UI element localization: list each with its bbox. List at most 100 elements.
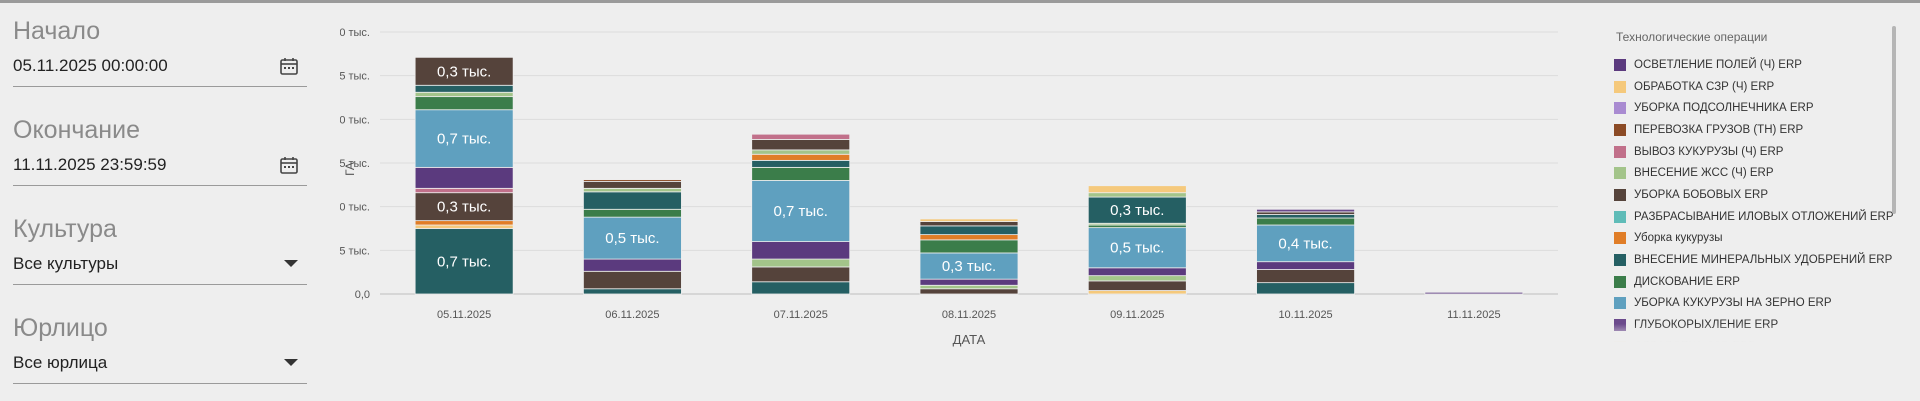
crop-select[interactable]: Все культуры: [13, 250, 307, 285]
bar-segment[interactable]: [414, 192, 514, 222]
bar-segment[interactable]: [583, 187, 682, 193]
bar-segment[interactable]: [583, 216, 682, 260]
bar-segment[interactable]: [919, 221, 1019, 227]
bar-segment[interactable]: [583, 258, 682, 272]
legend-title: Технологические операции: [1616, 30, 1768, 44]
bar-segment[interactable]: [583, 288, 682, 295]
bar-segment[interactable]: [1256, 261, 1355, 270]
bar-segment[interactable]: [919, 284, 1019, 290]
bar-data-label: 0,5 тыс.: [605, 230, 659, 247]
dropdown-arrow-icon[interactable]: [284, 359, 298, 366]
bar-data-label: 0,3 тыс.: [942, 258, 996, 275]
bar-segment[interactable]: [1424, 291, 1524, 295]
bar-segment[interactable]: [751, 241, 851, 260]
bar-segment[interactable]: [751, 266, 851, 283]
bar-segment[interactable]: [414, 187, 514, 194]
bar-segment[interactable]: [751, 281, 851, 295]
legend-item[interactable]: УБОРКА БОБОВЫХ ERP: [1614, 184, 1894, 206]
bar-segment[interactable]: [919, 234, 1019, 241]
bar-segment[interactable]: [1087, 280, 1187, 291]
bar-segment[interactable]: [414, 109, 514, 168]
legend-item[interactable]: ОСВЕТЛЕНИЕ ПОЛЕЙ (Ч) ERP: [1614, 54, 1894, 76]
bar-segment[interactable]: [414, 84, 514, 93]
legend-swatch: [1614, 102, 1626, 115]
legend-item[interactable]: ОБРАБОТКА СЗР (Ч) ERP: [1614, 76, 1894, 98]
bar-segment[interactable]: [1256, 269, 1355, 284]
legend-item[interactable]: ДИСКОВАНИЕ ERP: [1614, 271, 1894, 293]
x-tick-label: 05.11.2025: [437, 309, 491, 321]
start-date-value: 05.11.2025 00:00:00: [13, 56, 168, 75]
dropdown-arrow-icon[interactable]: [284, 260, 298, 267]
bar-segment[interactable]: [751, 166, 851, 181]
crop-label: Культура: [13, 215, 117, 243]
legend-item[interactable]: УБОРКА КУКУРУЗЫ НА ЗЕРНО ERP: [1614, 293, 1894, 315]
bar-segment[interactable]: [919, 278, 1019, 286]
bar-data-label: 0,7 тыс.: [774, 203, 828, 220]
calendar-icon[interactable]: [279, 56, 299, 76]
bar-segment[interactable]: [751, 258, 851, 268]
bar-segment[interactable]: [1256, 224, 1355, 263]
bar-segment[interactable]: [1087, 267, 1187, 277]
bar-segment[interactable]: [919, 252, 1019, 280]
bar-segment[interactable]: [751, 149, 851, 155]
legend-label: ПЕРЕВОЗКА ГРУЗОВ (ТН) ERP: [1634, 123, 1804, 136]
bar-segment[interactable]: [414, 220, 514, 226]
bar-segment[interactable]: [751, 153, 851, 161]
bar-data-label: 0,5 тыс.: [1110, 240, 1164, 257]
bar-segment[interactable]: [919, 239, 1019, 254]
bar-segment[interactable]: [919, 288, 1019, 295]
bar-segment[interactable]: [1256, 282, 1355, 295]
legend-item[interactable]: ВНЕСЕНИЕ ЖСС (Ч) ERP: [1614, 162, 1894, 184]
y-axis-title: ГА: [343, 162, 357, 176]
legend-item[interactable]: ВНЕСЕНИЕ МИНЕРАЛЬНЫХ УДОБРЕНИЙ ERP: [1614, 249, 1894, 271]
bar-segment[interactable]: [583, 270, 682, 290]
legend-scrollbar[interactable]: [1892, 26, 1896, 214]
bar-segment[interactable]: [414, 228, 514, 295]
end-date-value: 11.11.2025 23:59:59: [13, 155, 167, 174]
start-date-field: Начало 05.11.2025 00:00:00: [13, 16, 307, 87]
bar-segment[interactable]: [1256, 214, 1355, 219]
bar-segment[interactable]: [751, 133, 851, 140]
legend-swatch: [1614, 188, 1626, 201]
legend-fade: [1604, 324, 1894, 342]
bar-segment[interactable]: [1087, 185, 1187, 194]
legend-item[interactable]: УБОРКА ПОДСОЛНЕЧНИКА ERP: [1614, 97, 1894, 119]
legend-item[interactable]: ПЕРЕВОЗКА ГРУЗОВ (ТН) ERP: [1614, 119, 1894, 141]
legend-item[interactable]: Уборка кукурузы: [1614, 228, 1894, 250]
bar-segment[interactable]: [414, 166, 514, 189]
legend-item[interactable]: РАЗБРАСЫВАНИЕ ИЛОВЫХ ОТЛОЖЕНИЙ ERP: [1614, 206, 1894, 228]
labels-layer: 0,7 тыс. 0,3 тыс. 0,7 тыс. 0,3 тыс. 0,5 тыс.…: [437, 63, 1333, 275]
stacked-bar-chart: 0,0 0,5 тыс. 1,0 тыс. 1,5 тыс. 2,0 тыс. 2,5 т…: [330, 10, 1920, 360]
bar-data-label: 0,7 тыс.: [437, 253, 491, 270]
bar-data-label: 0,3 тыс.: [1110, 202, 1164, 219]
legend-swatch: [1614, 80, 1626, 93]
bar-segment[interactable]: [1087, 290, 1187, 295]
bar-segment[interactable]: [414, 96, 514, 111]
x-tick-label: 09.11.2025: [1110, 309, 1164, 321]
bar-segment[interactable]: [583, 191, 682, 210]
bar-segment[interactable]: [751, 159, 851, 168]
bar-segment[interactable]: [1087, 196, 1187, 224]
bar-segment[interactable]: [1087, 192, 1187, 198]
bar-segment[interactable]: [1256, 217, 1355, 226]
end-date-field: Окончание 11.11.2025 23:59:59: [13, 115, 307, 186]
bar-segment[interactable]: [583, 179, 682, 182]
bar-segment[interactable]: [1087, 275, 1187, 282]
bar-segment[interactable]: [751, 139, 851, 151]
entity-select[interactable]: Все юрлица: [13, 349, 307, 384]
bar-segment[interactable]: [919, 218, 1019, 222]
bar-segment[interactable]: [414, 56, 514, 86]
legend-label: ДИСКОВАНИЕ ERP: [1634, 275, 1740, 288]
end-date-input[interactable]: 11.11.2025 23:59:59: [13, 151, 307, 186]
calendar-icon[interactable]: [279, 155, 299, 175]
legend-label: Уборка кукурузы: [1634, 232, 1723, 245]
bar-segment[interactable]: [751, 180, 851, 242]
start-date-input[interactable]: 05.11.2025 00:00:00: [13, 52, 307, 87]
bar-segment[interactable]: [919, 225, 1019, 236]
bar-segment[interactable]: [414, 91, 514, 98]
bar-segment[interactable]: [583, 180, 682, 189]
bar-segment[interactable]: [583, 208, 682, 218]
bar-segment[interactable]: [414, 224, 514, 229]
bar-segment[interactable]: [1256, 208, 1355, 213]
legend-item[interactable]: ВЫВОЗ КУКУРУЗЫ (Ч) ERP: [1614, 141, 1894, 163]
